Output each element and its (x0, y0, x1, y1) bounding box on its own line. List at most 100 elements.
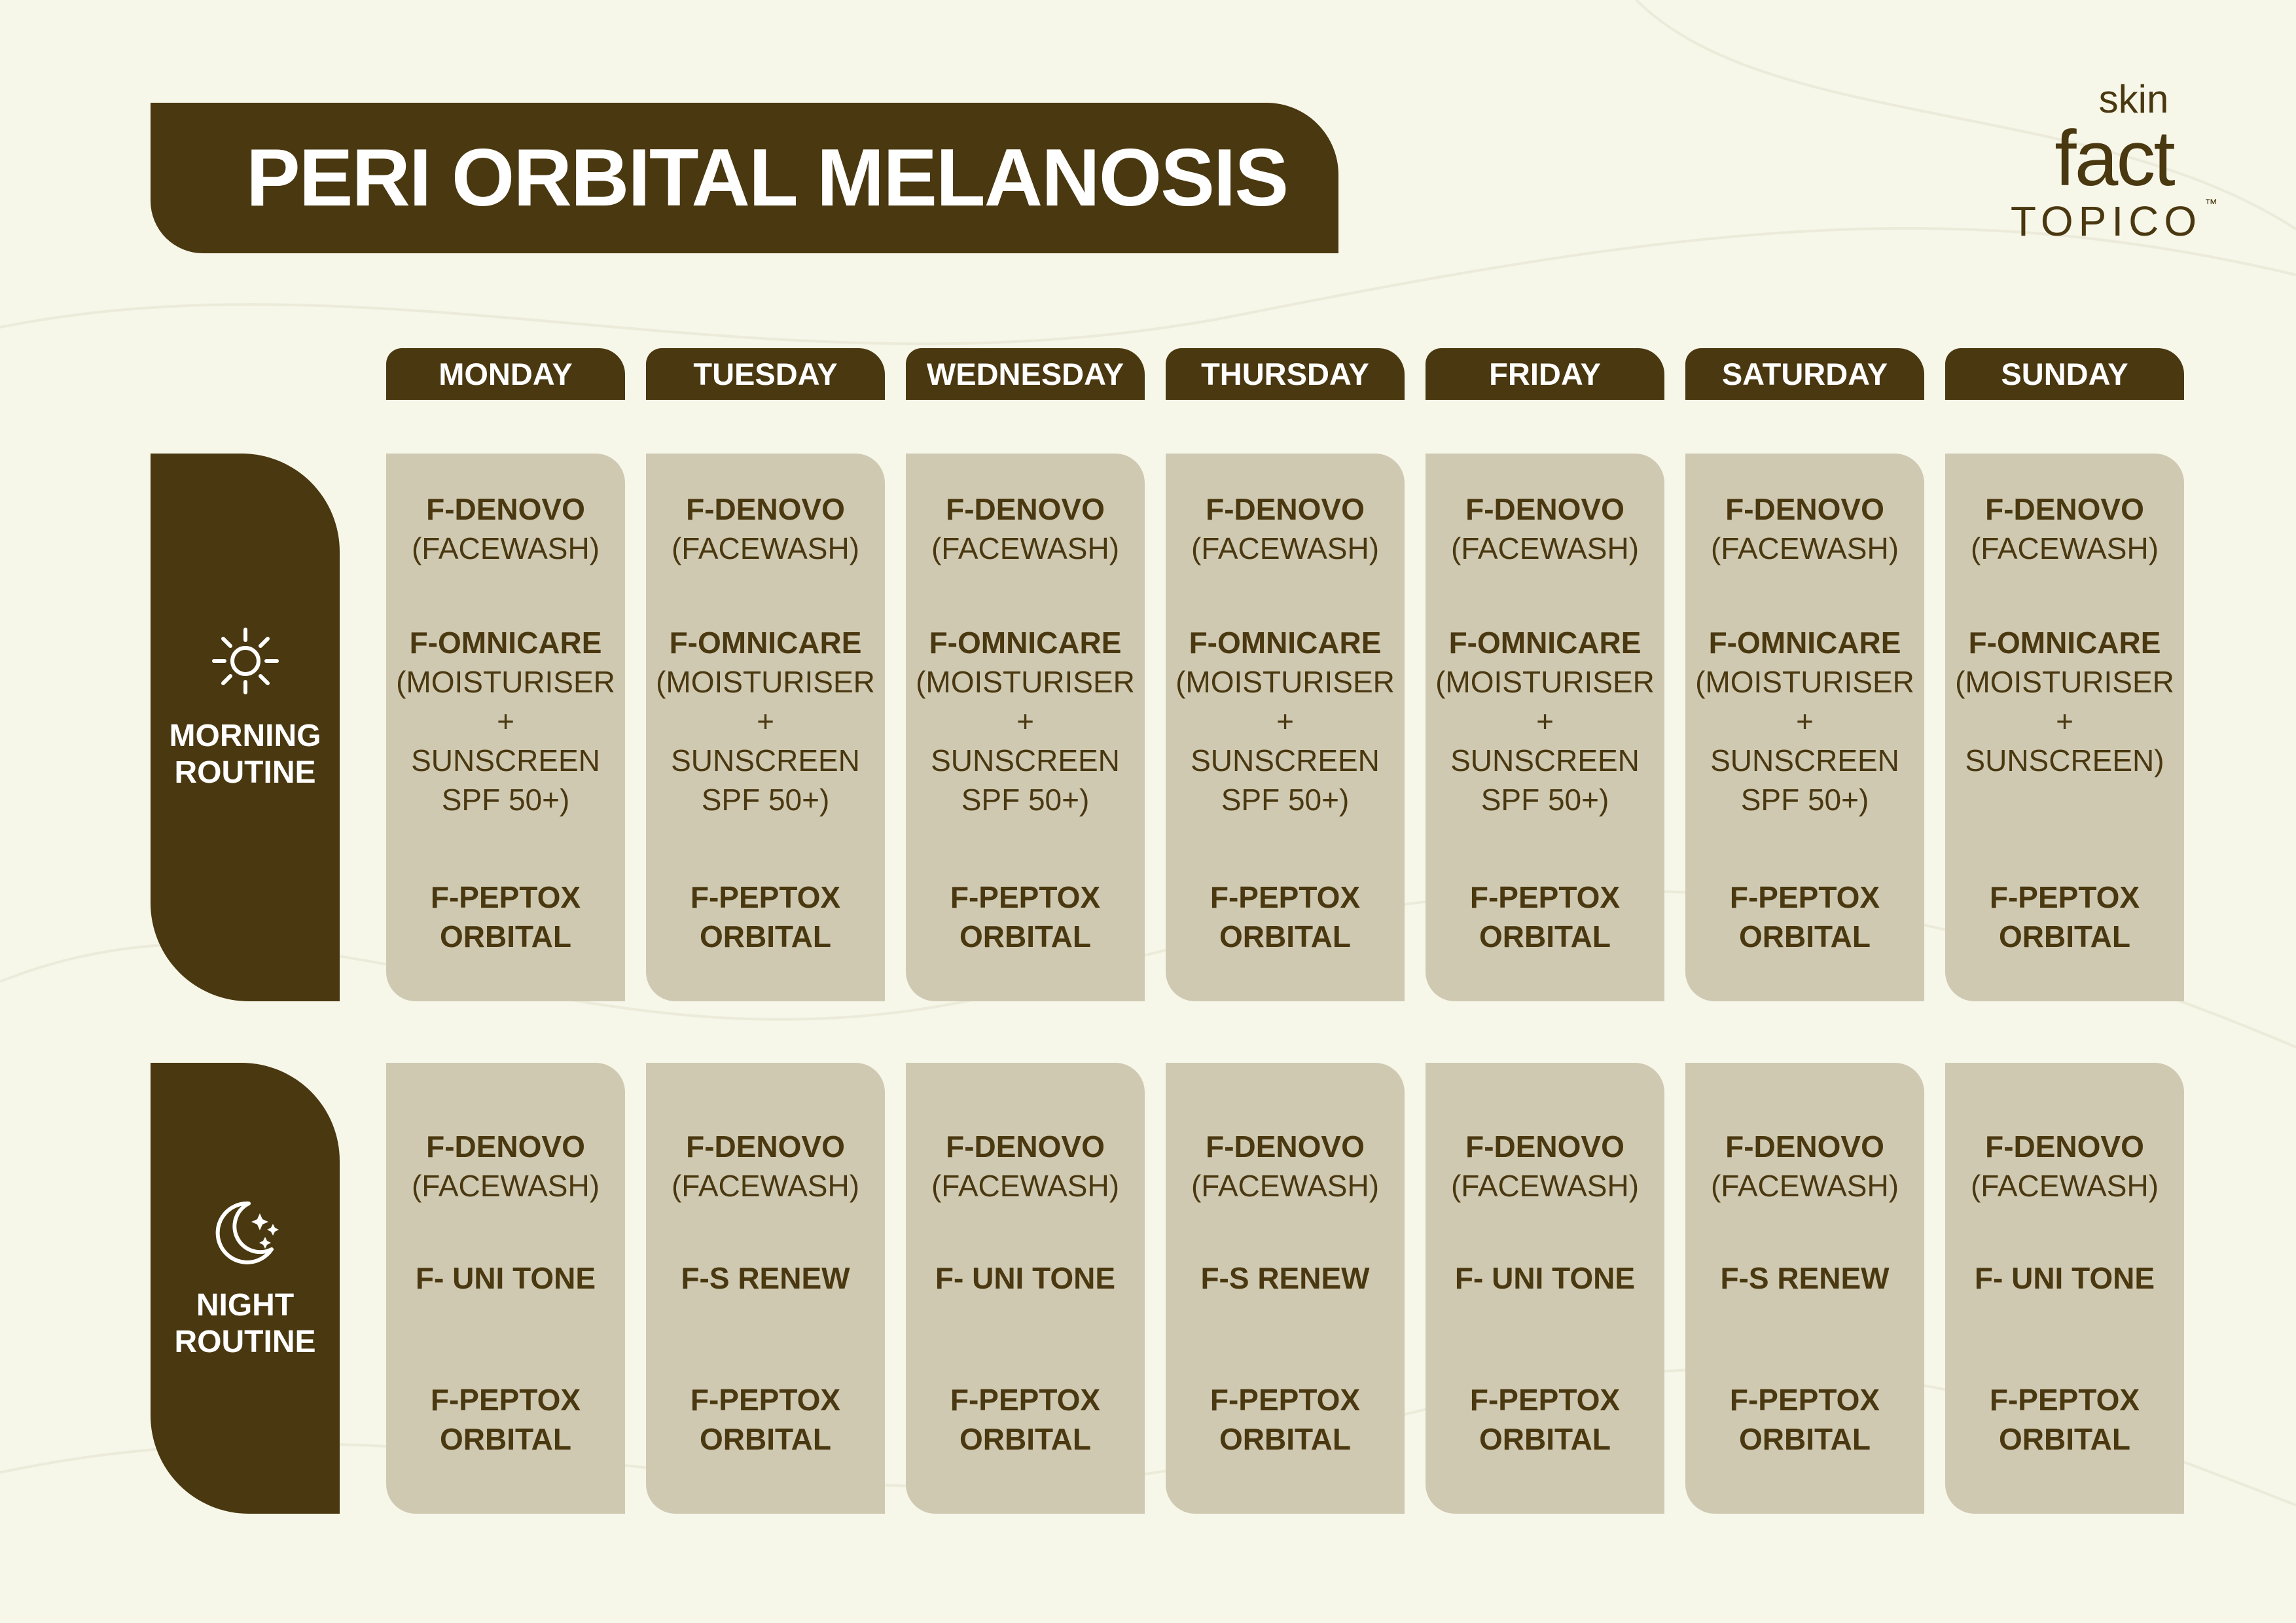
product-description: SPF 50+) (961, 783, 1090, 817)
product-description: (FACEWASH) (931, 1169, 1120, 1203)
night-cell-thursday: F-DENOVO (FACEWASH) F-S RENEW F-PEPTOX ORBIT… (1166, 1063, 1405, 1514)
product-entry: F-DENOVO (FACEWASH) (1426, 490, 1664, 568)
morning-routine-label: MORNING ROUTINE (169, 719, 321, 790)
product-description: (FACEWASH) (1970, 1169, 2159, 1203)
product-name: ORBITAL (1219, 919, 1351, 954)
product-description: (FACEWASH) (931, 531, 1120, 565)
product-name: ORBITAL (1998, 919, 2130, 954)
moon-stars-icon (151, 1194, 340, 1275)
night-routine-label-block: NIGHT ROUTINE (151, 1063, 340, 1514)
product-description: (MOISTURISER (396, 665, 615, 699)
product-description: (FACEWASH) (1710, 1169, 1899, 1203)
product-name: F-S RENEW (1720, 1261, 1890, 1295)
night-routine-label: NIGHT ROUTINE (174, 1288, 316, 1359)
product-name: F-DENOVO (1465, 1130, 1624, 1164)
product-description: (FACEWASH) (1450, 1169, 1640, 1203)
morning-cell-sunday: F-DENOVO (FACEWASH) F-OMNICARE (MOISTURISER… (1945, 454, 2184, 1001)
night-cell-saturday: F-DENOVO (FACEWASH) F-S RENEW F-PEPTOX ORBIT… (1685, 1063, 1924, 1514)
product-name: ORBITAL (1479, 1422, 1611, 1456)
product-name: F-OMNICARE (1448, 626, 1641, 660)
product-description: (MOISTURISER (1695, 665, 1914, 699)
product-description: SUNSCREEN) (1965, 743, 2164, 777)
product-name: F-PEPTOX (690, 880, 841, 914)
product-name: F-OMNICARE (1968, 626, 2161, 660)
product-entry: F-PEPTOX ORBITAL (386, 1380, 625, 1459)
product-entry: F-DENOVO (FACEWASH) (906, 1127, 1145, 1205)
product-entry: F-PEPTOX ORBITAL (1166, 1380, 1405, 1459)
logo-fact: fact (2054, 115, 2175, 202)
day-header-sunday: SUNDAY (1945, 348, 2184, 400)
brand-logo: skin fact TOPICO ™ (1983, 79, 2245, 249)
product-name: F-OMNICARE (669, 626, 862, 660)
night-cell-tuesday: F-DENOVO (FACEWASH) F-S RENEW F-PEPTOX ORBIT… (646, 1063, 885, 1514)
product-name: ORBITAL (959, 1422, 1091, 1456)
day-header-friday: FRIDAY (1426, 348, 1664, 400)
product-name: ORBITAL (1219, 1422, 1351, 1456)
product-name: F-PEPTOX (430, 1383, 581, 1417)
product-name: F-DENOVO (1985, 1130, 2144, 1164)
product-description: SPF 50+) (1480, 783, 1609, 817)
product-description: SPF 50+) (701, 783, 830, 817)
product-entry: F-S RENEW (646, 1258, 885, 1298)
product-name: F-OMNICARE (1189, 626, 1382, 660)
product-entry: F-DENOVO (FACEWASH) (646, 1127, 885, 1205)
product-entry: F- UNI TONE (1945, 1258, 2184, 1298)
product-description: SUNSCREEN (671, 743, 860, 777)
product-name: F-PEPTOX (950, 880, 1101, 914)
product-description: SUNSCREEN (1191, 743, 1380, 777)
night-cell-friday: F-DENOVO (FACEWASH) F- UNI TONE F-PEPTOX ORB… (1426, 1063, 1664, 1514)
product-name: F-PEPTOX (1210, 880, 1361, 914)
product-description: (FACEWASH) (671, 1169, 860, 1203)
product-description: (FACEWASH) (671, 531, 860, 565)
product-entry: F-PEPTOX ORBITAL (906, 1380, 1145, 1459)
morning-cell-friday: F-DENOVO (FACEWASH) F-OMNICARE (MOISTURISER… (1426, 454, 1664, 1001)
product-entry: F-OMNICARE (MOISTURISER + SUNSCREEN SPF 50+) (1685, 623, 1924, 819)
product-entry: F-DENOVO (FACEWASH) (1166, 1127, 1405, 1205)
sun-icon (151, 625, 340, 700)
product-description: SPF 50+) (441, 783, 570, 817)
product-name: F-DENOVO (1206, 492, 1365, 526)
product-entry: F-S RENEW (1166, 1258, 1405, 1298)
product-description: + (757, 704, 774, 738)
product-description: (FACEWASH) (411, 531, 600, 565)
product-description: (FACEWASH) (1191, 531, 1380, 565)
product-description: (MOISTURISER (656, 665, 875, 699)
product-description: (MOISTURISER (1435, 665, 1655, 699)
product-entry: F-PEPTOX ORBITAL (1426, 878, 1664, 956)
product-entry: F-DENOVO (FACEWASH) (386, 1127, 625, 1205)
product-entry: F-OMNICARE (MOISTURISER + SUNSCREEN SPF 50+) (1166, 623, 1405, 819)
product-name: ORBITAL (959, 919, 1091, 954)
product-entry: F-OMNICARE (MOISTURISER + SUNSCREEN SPF 50+) (1426, 623, 1664, 819)
product-entry: F-PEPTOX ORBITAL (646, 878, 885, 956)
product-entry: F-OMNICARE (MOISTURISER + SUNSCREEN SPF 50+) (386, 623, 625, 819)
product-entry: F-PEPTOX ORBITAL (1945, 878, 2184, 956)
logo-skin: skin (2098, 77, 2169, 121)
page-title: PERI ORBITAL MELANOSIS (246, 133, 1289, 223)
product-entry: F-DENOVO (FACEWASH) (1945, 490, 2184, 568)
product-description: (FACEWASH) (1710, 531, 1899, 565)
product-name: F-DENOVO (426, 1130, 585, 1164)
product-description: SUNSCREEN (411, 743, 600, 777)
product-entry: F-PEPTOX ORBITAL (646, 1380, 885, 1459)
night-cell-sunday: F-DENOVO (FACEWASH) F- UNI TONE F-PEPTOX ORB… (1945, 1063, 2184, 1514)
product-name: F-PEPTOX (430, 880, 581, 914)
product-entry: F-PEPTOX ORBITAL (1166, 878, 1405, 956)
product-description: SPF 50+) (1221, 783, 1350, 817)
morning-cell-tuesday: F-DENOVO (FACEWASH) F-OMNICARE (MOISTURISER… (646, 454, 885, 1001)
product-name: F- UNI TONE (1974, 1261, 2155, 1295)
product-name: F-PEPTOX (1729, 1383, 1880, 1417)
product-entry: F-DENOVO (FACEWASH) (1685, 1127, 1924, 1205)
product-name: ORBITAL (1738, 1422, 1871, 1456)
product-name: F-DENOVO (946, 1130, 1105, 1164)
product-description: (FACEWASH) (1191, 1169, 1380, 1203)
product-entry: F-PEPTOX ORBITAL (1426, 1380, 1664, 1459)
product-entry: F-DENOVO (FACEWASH) (1166, 490, 1405, 568)
morning-cell-saturday: F-DENOVO (FACEWASH) F-OMNICARE (MOISTURISER… (1685, 454, 1924, 1001)
product-name: F-DENOVO (1206, 1130, 1365, 1164)
product-description: (FACEWASH) (1450, 531, 1640, 565)
product-description: + (497, 704, 514, 738)
product-name: F-S RENEW (1200, 1261, 1370, 1295)
product-description: (MOISTURISER (916, 665, 1135, 699)
logo-topico: TOPICO (2010, 198, 2202, 245)
product-name: F-DENOVO (1985, 492, 2144, 526)
